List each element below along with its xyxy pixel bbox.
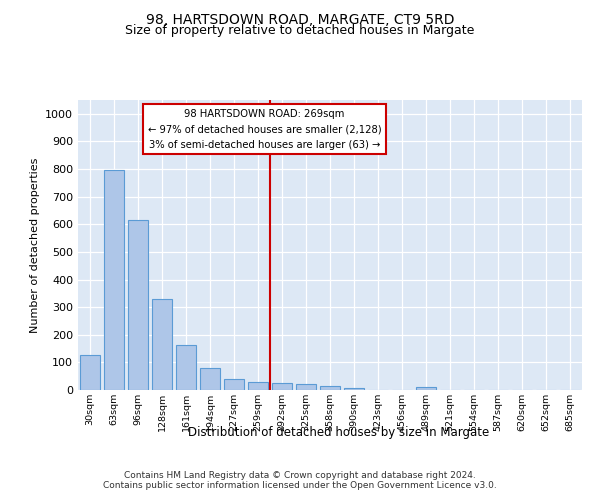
Bar <box>224 379 244 390</box>
Bar <box>416 387 436 390</box>
Text: Contains public sector information licensed under the Open Government Licence v3: Contains public sector information licen… <box>103 482 497 490</box>
Bar <box>152 300 172 390</box>
Bar <box>104 170 124 390</box>
Bar <box>176 346 196 390</box>
Bar <box>128 220 148 390</box>
Text: Contains HM Land Registry data © Crown copyright and database right 2024.: Contains HM Land Registry data © Crown c… <box>124 472 476 480</box>
Text: 98 HARTSDOWN ROAD: 269sqm
← 97% of detached houses are smaller (2,128)
3% of sem: 98 HARTSDOWN ROAD: 269sqm ← 97% of detac… <box>148 108 381 150</box>
Bar <box>320 386 340 390</box>
Y-axis label: Number of detached properties: Number of detached properties <box>29 158 40 332</box>
Bar <box>80 356 100 390</box>
Text: Size of property relative to detached houses in Margate: Size of property relative to detached ho… <box>125 24 475 37</box>
Bar <box>200 368 220 390</box>
Bar <box>344 388 364 390</box>
Bar <box>296 384 316 390</box>
Bar <box>272 383 292 390</box>
Bar <box>248 382 268 390</box>
Text: 98, HARTSDOWN ROAD, MARGATE, CT9 5RD: 98, HARTSDOWN ROAD, MARGATE, CT9 5RD <box>146 12 454 26</box>
Text: Distribution of detached houses by size in Margate: Distribution of detached houses by size … <box>188 426 490 439</box>
